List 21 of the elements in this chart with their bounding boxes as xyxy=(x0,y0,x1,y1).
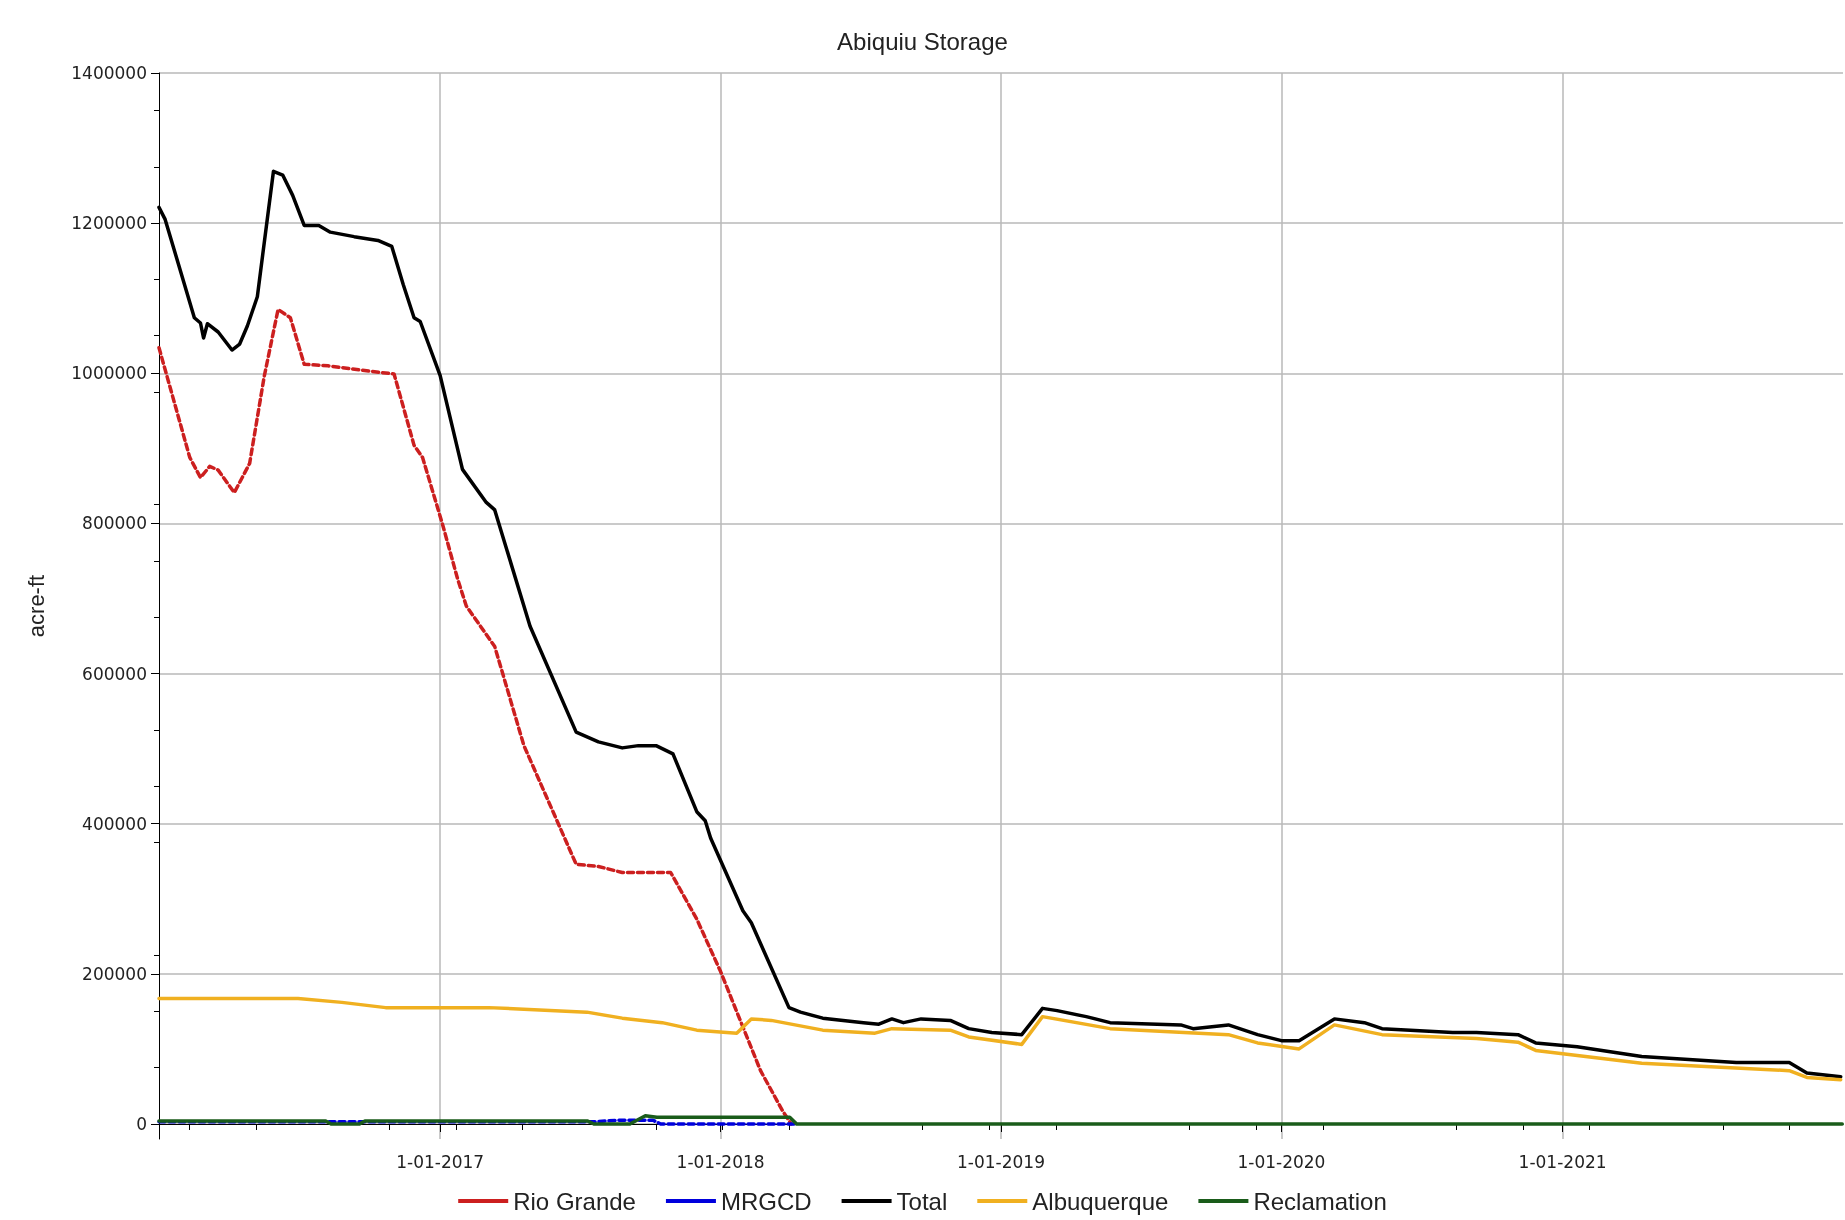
y-tick-label: 800000 xyxy=(82,513,147,534)
legend-label: Rio Grande xyxy=(513,1187,636,1215)
x-tick-label: 1-01-2017 xyxy=(396,1151,485,1172)
chart-title: Abiquiu Storage xyxy=(837,27,1008,55)
y-tick-label: 200000 xyxy=(82,963,147,984)
line-series xyxy=(157,996,1843,1082)
legend-label: Total xyxy=(896,1187,948,1215)
y-tick-label: 600000 xyxy=(82,663,147,684)
y-tick-label: 400000 xyxy=(82,813,147,834)
x-tick-label: 1-01-2021 xyxy=(1518,1151,1607,1172)
x-tick-label: 1-01-2019 xyxy=(957,1151,1045,1172)
y-tick-label: 1000000 xyxy=(71,363,147,384)
y-axis-title: acre-ft xyxy=(23,574,49,638)
x-tick-label: 1-01-2018 xyxy=(676,1151,765,1172)
legend-label: Albuquerque xyxy=(1032,1187,1169,1215)
y-tick-label: 0 xyxy=(136,1113,147,1134)
x-tick-label: 1-01-2020 xyxy=(1237,1151,1326,1172)
y-tick-label: 1400000 xyxy=(71,63,147,83)
legend-label: MRGCD xyxy=(720,1187,812,1215)
y-tick-label: 1200000 xyxy=(71,213,147,234)
legend-label: Reclamation xyxy=(1253,1187,1387,1215)
